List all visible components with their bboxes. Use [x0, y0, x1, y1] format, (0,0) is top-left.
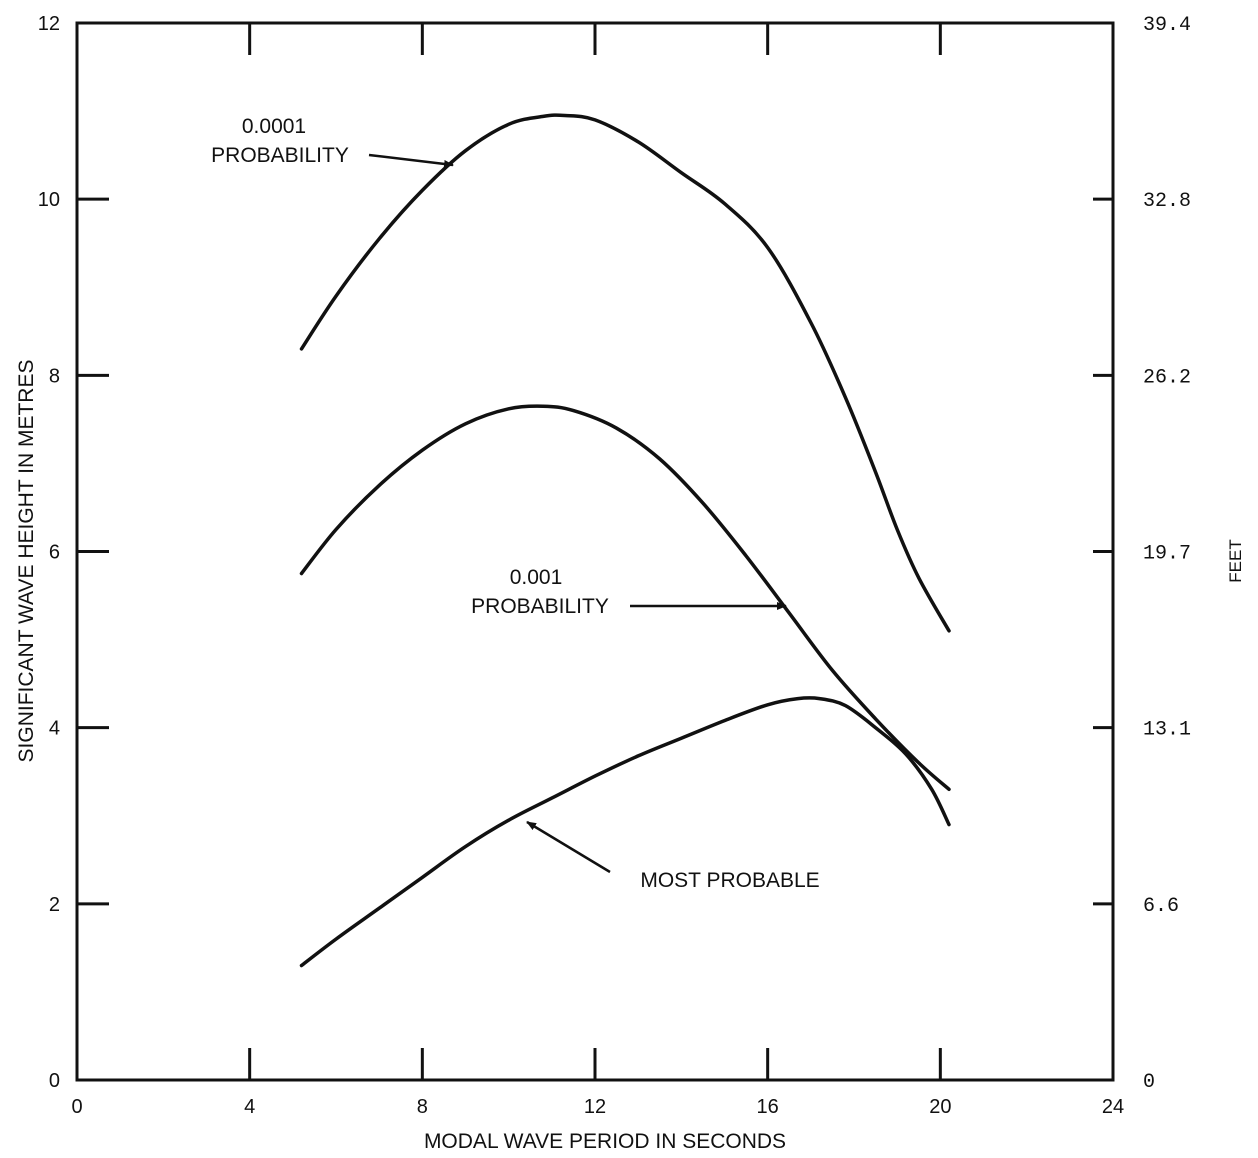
x-tick-label: 16	[757, 1096, 779, 1118]
y-axis-label: SIGNIFICANT WAVE HEIGHT IN METRES	[15, 360, 38, 763]
annotation-label: 0.001	[510, 566, 563, 589]
y2-tick-label: 39.4	[1143, 14, 1191, 37]
y-tick-label: 10	[38, 189, 60, 211]
x-tick-label: 0	[71, 1096, 82, 1118]
y-tick-label: 0	[49, 1070, 60, 1092]
y-tick-label: 6	[49, 542, 60, 564]
x-tick-label: 24	[1102, 1096, 1124, 1118]
y2-tick-label: 13.1	[1143, 719, 1191, 742]
series-line-2	[299, 696, 951, 968]
y2-tick-label: 0	[1143, 1071, 1155, 1094]
series-line-1	[299, 404, 951, 792]
y2-axis-label: FEET	[1226, 539, 1245, 582]
y-tick-label: 8	[49, 365, 60, 387]
y2-tick-label: 6.6	[1143, 895, 1179, 918]
annotation-label: MOST PROBABLE	[640, 869, 819, 892]
plot-frame	[75, 21, 1115, 1082]
y2-tick-label: 32.8	[1143, 190, 1191, 213]
annotation-arrow	[526, 820, 611, 874]
y-tick-label: 4	[49, 718, 60, 740]
y2-tick-label: 19.7	[1143, 543, 1191, 566]
annotation-label: 0.0001	[242, 115, 306, 138]
x-tick-label: 4	[244, 1096, 255, 1118]
y2-tick-label: 26.2	[1143, 366, 1191, 389]
x-tick-label: 20	[929, 1096, 951, 1118]
x-axis-label: MODAL WAVE PERIOD IN SECONDS	[424, 1130, 786, 1153]
annotation-arrow	[368, 153, 454, 168]
y-tick-label: 12	[38, 13, 60, 35]
y-tick-label: 2	[49, 894, 60, 916]
x-tick-label: 8	[417, 1096, 428, 1118]
annotation-label: PROBABILITY	[211, 144, 349, 167]
annotation-label: PROBABILITY	[471, 595, 609, 618]
x-tick-label: 12	[584, 1096, 606, 1118]
series-line-0	[299, 113, 951, 633]
